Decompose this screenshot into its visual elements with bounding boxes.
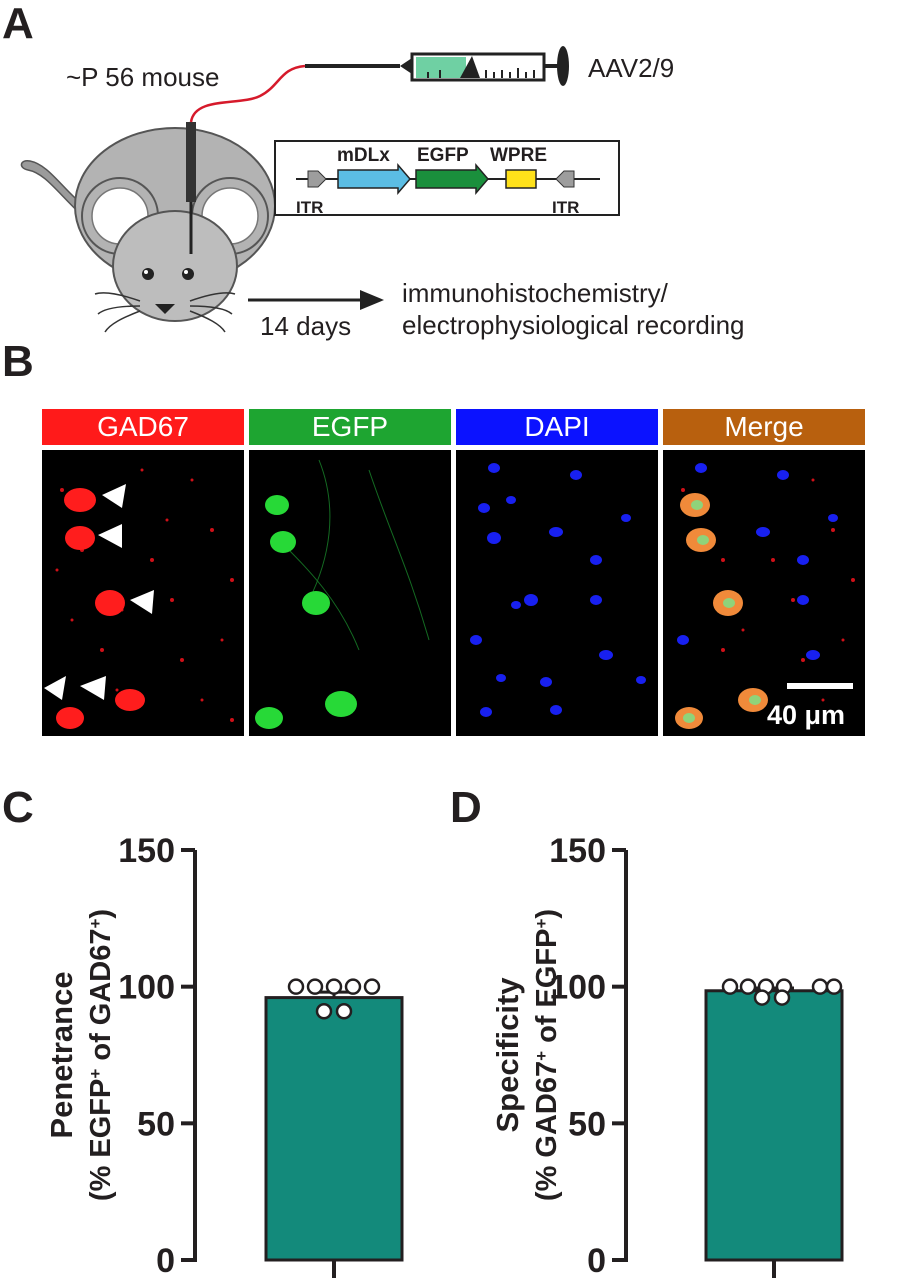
y-axis-label-segment: of GAD67 xyxy=(85,929,117,1069)
y-tick-label: 100 xyxy=(549,969,606,1007)
data-point xyxy=(739,978,757,995)
construct-label-mdlx: mDLx xyxy=(337,145,390,166)
y-axis-label-line-2: (% GAD67+ of EGFP+) xyxy=(531,909,563,1201)
data-point xyxy=(344,978,362,995)
y-axis-label-segment: of EGFP xyxy=(531,929,563,1051)
y-axis-label-segment: + xyxy=(532,1051,551,1061)
time-arrow xyxy=(248,290,384,310)
data-point xyxy=(721,978,739,995)
construct-label-itr-left: ITR xyxy=(296,198,324,217)
mouse-age-label: ~P 56 mouse xyxy=(66,62,220,92)
bar xyxy=(704,989,844,1262)
mouse-illustration xyxy=(20,64,306,333)
y-axis-label-segment: + xyxy=(86,1069,105,1079)
outcome-line-1: immunohistochemistry/ xyxy=(402,278,668,308)
y-axis-label-line-1: Penetrance xyxy=(44,971,79,1138)
syringe-illustration xyxy=(305,46,569,86)
scale-bar-label: 40 μm xyxy=(767,700,846,730)
data-point xyxy=(287,978,305,995)
data-point xyxy=(335,1003,353,1020)
panel-letter-a: A xyxy=(2,0,34,48)
y-axis-label-segment: + xyxy=(532,919,551,929)
y-tick-label: 0 xyxy=(587,1242,606,1280)
data-point xyxy=(825,978,843,995)
data-point xyxy=(306,978,324,995)
y-tick-label: 150 xyxy=(118,832,175,870)
y-axis-label-segment: (% GAD67 xyxy=(531,1061,563,1201)
y-axis-label: Penetrance(% EGFP+ of GAD67+) xyxy=(44,909,117,1201)
data-point xyxy=(811,978,829,995)
construct-label-itr-right: ITR xyxy=(552,198,580,217)
channel-header-egfp: EGFP xyxy=(249,409,451,445)
data-point xyxy=(753,989,771,1006)
y-tick-label: 150 xyxy=(549,832,606,870)
panel-letter-b: B xyxy=(2,337,34,386)
virus-label: AAV2/9 xyxy=(588,53,675,83)
y-tick-label: 100 xyxy=(118,969,175,1007)
bar xyxy=(264,996,404,1262)
data-point xyxy=(325,978,343,995)
y-axis-label-line-2: (% EGFP+ of GAD67+) xyxy=(85,909,117,1201)
data-point xyxy=(773,989,791,1006)
y-axis-label-segment: ) xyxy=(531,909,563,919)
panel-letter-c: C xyxy=(2,783,34,832)
construct-elements xyxy=(296,162,600,196)
micrograph-dapi xyxy=(456,450,658,736)
construct-label-wpre: WPRE xyxy=(490,145,547,166)
y-tick-label: 50 xyxy=(568,1105,606,1143)
y-axis-label-line-1: Specificity xyxy=(490,977,525,1133)
channel-header-merge: Merge xyxy=(663,409,865,445)
y-axis-label-segment: (% EGFP xyxy=(85,1079,117,1201)
y-tick-label: 50 xyxy=(137,1105,175,1143)
micrograph-egfp xyxy=(249,450,451,736)
channel-header-dapi: DAPI xyxy=(456,409,658,445)
channel-header-gad67: GAD67 xyxy=(42,409,244,445)
data-point xyxy=(315,1003,333,1020)
construct-diagram xyxy=(274,140,620,216)
data-point xyxy=(363,978,381,995)
construct-label-egfp: EGFP xyxy=(417,145,469,166)
panel-letter-d: D xyxy=(450,783,482,832)
y-tick-label: 0 xyxy=(156,1242,175,1280)
y-axis-label-segment: + xyxy=(86,919,105,929)
y-axis-label-segment: ) xyxy=(85,909,117,919)
micrograph-gad67 xyxy=(42,450,244,736)
y-axis-label: Specificity (% GAD67+ of EGFP+) xyxy=(490,909,563,1201)
micrograph-merge: 40 μm xyxy=(663,450,865,736)
outcome-line-2: electrophysiological recording xyxy=(402,310,745,340)
time-label: 14 days xyxy=(260,311,352,341)
